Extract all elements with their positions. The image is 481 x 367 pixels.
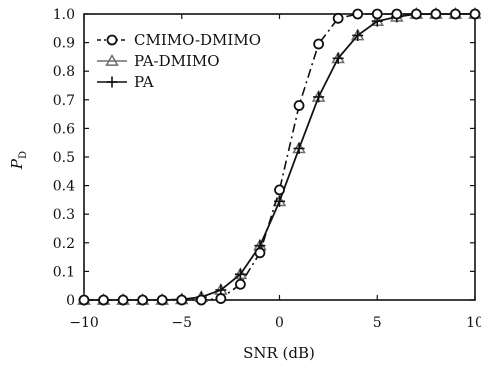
series-layer	[77, 6, 481, 306]
x-tick-label: −10	[69, 315, 99, 331]
y-tick-label: 0.8	[53, 64, 75, 80]
data-point	[215, 293, 227, 304]
y-tick-label: 0.9	[53, 36, 75, 52]
legend-marker	[105, 53, 119, 66]
y-tick-label: 0.7	[53, 93, 75, 109]
data-point	[98, 294, 109, 306]
y-tick-label: 0.4	[53, 179, 75, 195]
legend-label: PA-DMIMO	[134, 52, 220, 70]
y-axis-label-main: P	[8, 158, 26, 170]
legend-marker	[106, 34, 118, 46]
data-point	[293, 142, 305, 154]
x-tick-label: 5	[373, 315, 382, 331]
data-point	[313, 91, 325, 103]
data-point	[274, 184, 285, 196]
series-cmimo-dmimo	[78, 8, 481, 306]
y-axis-label: PD	[8, 151, 29, 170]
svg-text:PD: PD	[8, 151, 29, 170]
data-point	[313, 38, 325, 50]
axis-ticks: −10 −5 0 5 10 0 0.1 0.2 0.3 0.4 0.5 0.6 0.7 0.8 0.9 1.0	[53, 7, 481, 331]
data-point	[450, 8, 461, 20]
y-axis-label-subscript: D	[18, 151, 29, 159]
legend-label: PA	[134, 73, 154, 91]
data-point	[410, 8, 422, 20]
data-point	[332, 12, 344, 24]
data-point	[391, 8, 403, 20]
data-point	[371, 8, 383, 20]
data-point	[332, 52, 344, 64]
y-tick-label: 0.3	[53, 207, 75, 223]
data-point	[78, 294, 90, 306]
data-point	[430, 8, 442, 20]
data-point	[469, 8, 481, 20]
legend: CMIMO-DMIMO PA-DMIMO PA	[97, 31, 261, 91]
y-tick-label: 0	[66, 293, 75, 309]
x-tick-label: 10	[466, 315, 481, 331]
y-tick-label: 0.2	[53, 236, 75, 252]
data-point	[254, 247, 266, 259]
data-point	[137, 294, 149, 306]
y-tick-label: 0.6	[53, 121, 75, 137]
series-line	[84, 13, 475, 301]
x-tick-label: −5	[171, 315, 192, 331]
data-point	[234, 278, 246, 290]
x-axis-label: SNR (dB)	[243, 344, 315, 362]
x-tick-label: 0	[275, 315, 284, 331]
data-point	[234, 268, 246, 280]
data-point	[156, 294, 168, 306]
legend-marker	[106, 76, 118, 88]
data-point	[176, 294, 188, 306]
plot-area	[83, 13, 476, 301]
data-point	[352, 29, 364, 41]
legend-item: PA	[97, 73, 154, 91]
legend-item: PA-DMIMO	[97, 52, 220, 70]
legend-label: CMIMO-DMIMO	[134, 31, 261, 49]
legend-item: CMIMO-DMIMO	[97, 31, 261, 49]
y-tick-label: 0.5	[53, 150, 75, 166]
y-tick-label: 1.0	[53, 7, 75, 23]
data-point	[117, 294, 129, 306]
data-point	[195, 294, 207, 306]
data-point	[293, 100, 305, 111]
y-tick-label: 0.1	[53, 264, 75, 280]
data-point	[352, 8, 364, 20]
